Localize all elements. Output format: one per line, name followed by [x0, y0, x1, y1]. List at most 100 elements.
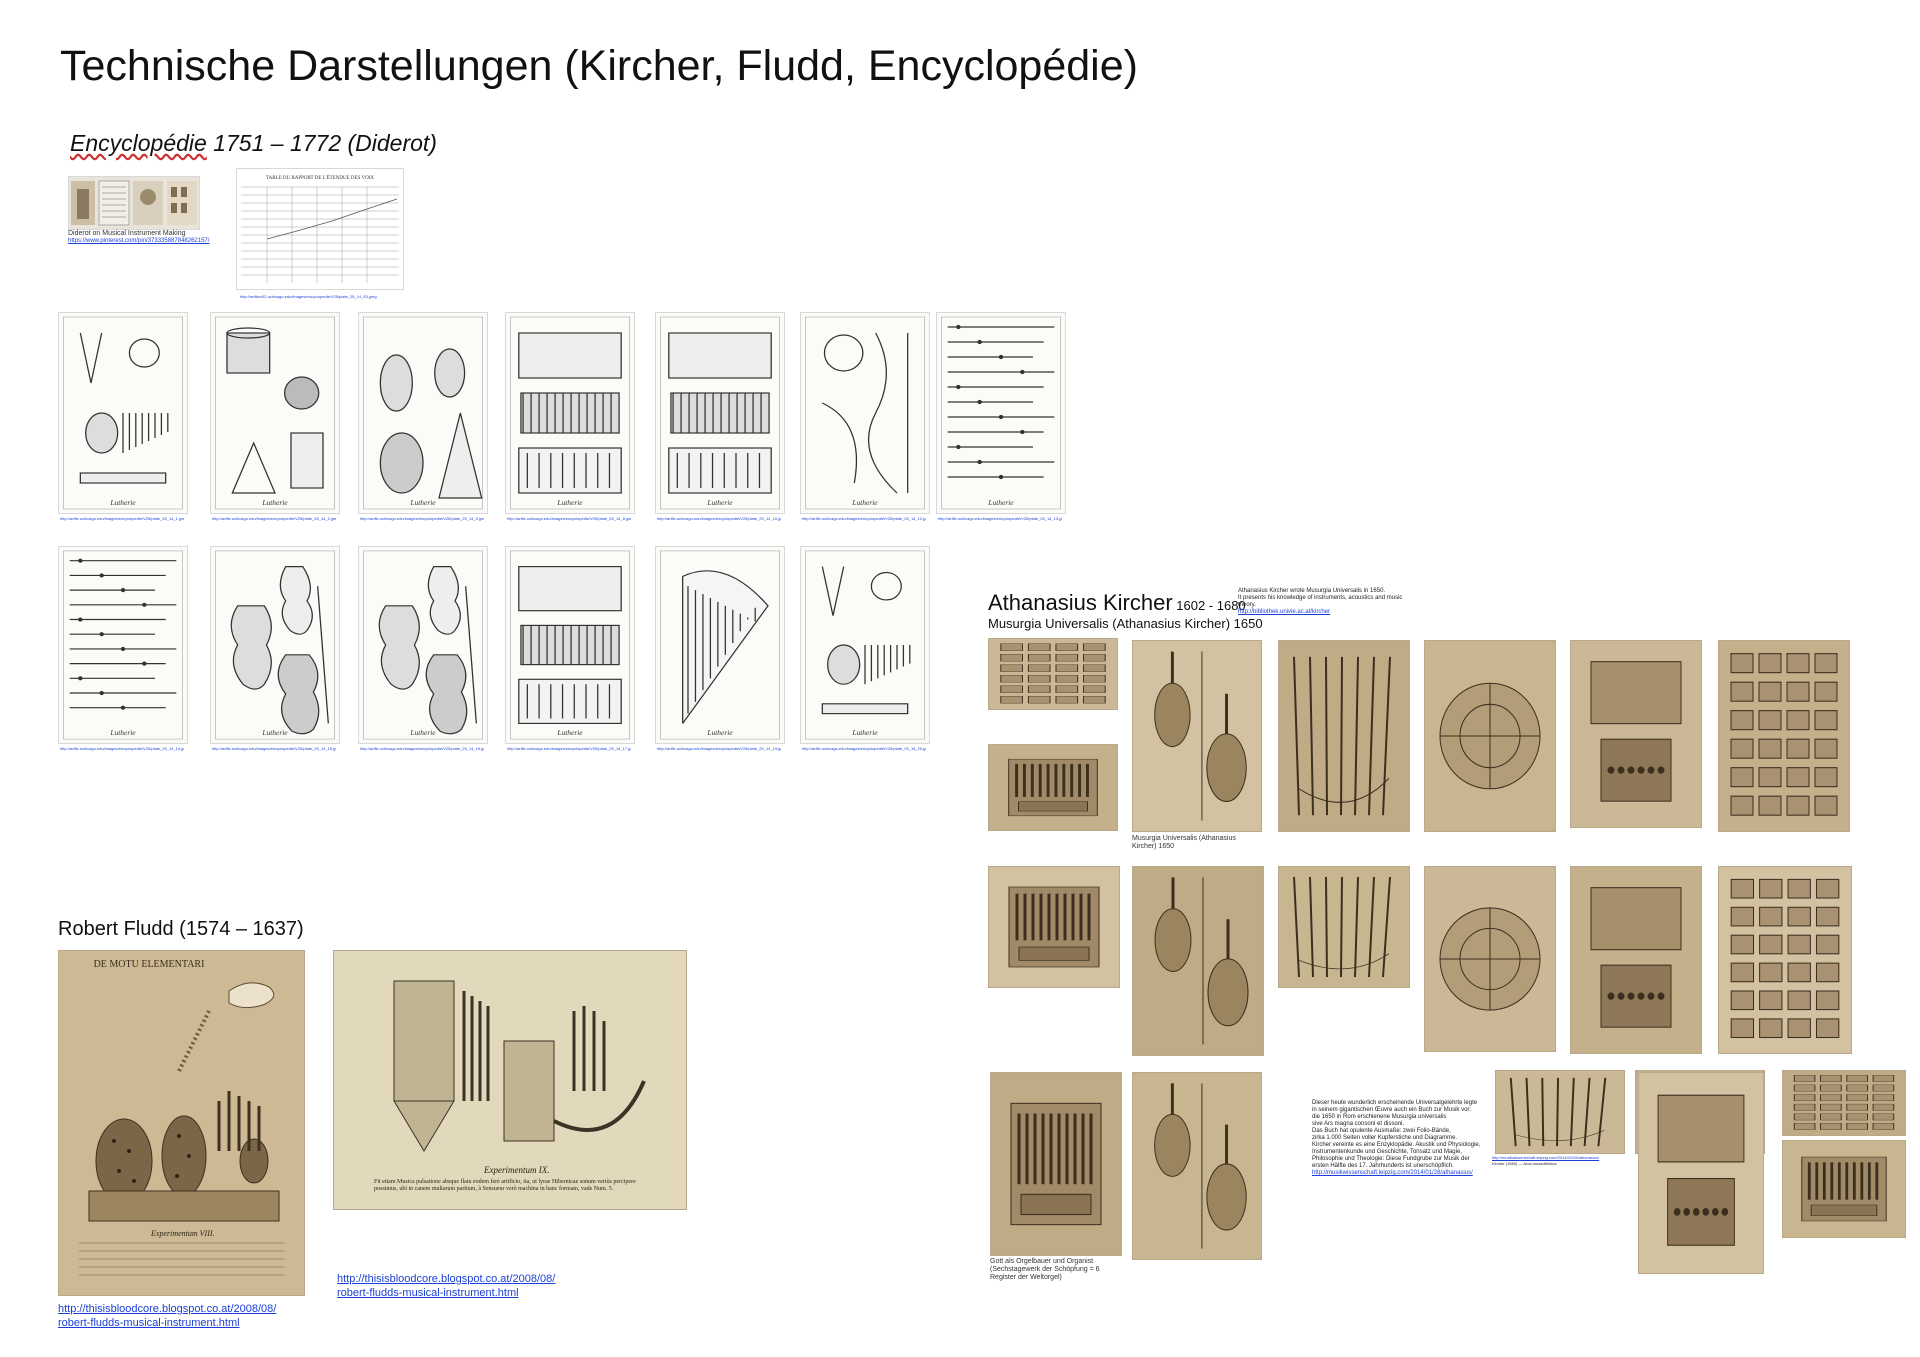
kircher-paragraph-line: Instrumentenkunde und Geschichte, Tonsat…: [1312, 1149, 1462, 1155]
kircher-plate[interactable]: [988, 744, 1118, 831]
encyclopedie-plate-link[interactable]: http://artflx.uchicago.edu/images/encycl…: [60, 516, 184, 521]
encyclopedie-plate-link[interactable]: http://artflx.uchicago.edu/images/encycl…: [212, 516, 336, 521]
kircher-plate[interactable]: [1424, 640, 1556, 832]
musurgia-caption: Musurgia Universalis (Athanasius Kircher…: [1132, 835, 1236, 850]
kircher-plate[interactable]: [1782, 1140, 1906, 1238]
kircher-plate[interactable]: [1278, 866, 1410, 988]
kircher-paragraph-line: sive Ars magna consoni et dissoni.: [1312, 1121, 1405, 1127]
encyclopedie-plate[interactable]: Lutherie: [358, 312, 488, 514]
kircher-plate[interactable]: [1570, 640, 1702, 828]
kircher-note-line1: Athanasius Kircher wrote Musurgia Univer…: [1238, 588, 1386, 594]
encyclopedie-plate-link[interactable]: http://artflx.uchicago.edu/images/encycl…: [360, 746, 484, 751]
page-title: Technische Darstellungen (Kircher, Fludd…: [60, 42, 1138, 90]
encyclopedie-plate[interactable]: Lutherie: [58, 312, 188, 514]
encyclopedie-plate[interactable]: Lutherie: [655, 312, 785, 514]
fludd-heading: Robert Fludd (1574 – 1637): [58, 918, 304, 940]
encyclopedie-plate[interactable]: Lutherie: [936, 312, 1066, 514]
svg-text:Lutherie: Lutherie: [851, 729, 878, 737]
svg-text:Lutherie: Lutherie: [556, 729, 583, 737]
encyclopedie-plate[interactable]: Lutherie: [210, 546, 340, 744]
kircher-plate[interactable]: [988, 866, 1120, 988]
kircher-paragraph-line: Philosophie und Theologie: Diese Fundgru…: [1312, 1156, 1470, 1162]
kircher-plate[interactable]: [1424, 866, 1556, 1052]
kircher-paragraph-line: zirka 1.000 Seiten voller Kupferstiche u…: [1312, 1135, 1458, 1141]
encyclopedie-plate[interactable]: Lutherie: [655, 546, 785, 744]
kircher-paragraph-line: Dieser heute wunderlich erscheinende Uni…: [1312, 1100, 1478, 1106]
encyclopedie-plate[interactable]: Lutherie: [800, 546, 930, 744]
kircher-paragraph-link[interactable]: http://musikwissenschaft.leipzig.com/201…: [1312, 1170, 1473, 1176]
encyclopedie-plate[interactable]: Lutherie: [505, 546, 635, 744]
encyclopedie-plate-link[interactable]: http://artflx.uchicago.edu/images/encycl…: [938, 516, 1062, 521]
encyclopedie-plate-link[interactable]: http://artflx.uchicago.edu/images/encycl…: [60, 746, 184, 751]
fludd-link-2-line2[interactable]: robert-fludds-musical-instrument.html: [337, 1287, 519, 1299]
encyclopedie-plate[interactable]: Lutherie: [505, 312, 635, 514]
encyclopedie-plate-link[interactable]: http://artflx.uchicago.edu/images/encycl…: [657, 516, 781, 521]
encyclopedie-heading-dates: 1751 – 1772 (Diderot): [206, 130, 437, 156]
fludd-plate-2-text: Fit etiam Musica pulsatione absque flatu…: [374, 1179, 636, 1192]
encyclopedie-plate[interactable]: Lutherie: [210, 312, 340, 514]
kircher-plate[interactable]: [1132, 866, 1264, 1056]
fludd-link-2[interactable]: http://thisisbloodcore.blogspot.co.at/20…: [337, 1272, 555, 1300]
kircher-plate[interactable]: [1638, 1072, 1764, 1274]
encyclopedie-plate-link[interactable]: http://artflx.uchicago.edu/images/encycl…: [360, 516, 484, 521]
svg-text:Lutherie: Lutherie: [409, 729, 436, 737]
table-link[interactable]: http://artflsrv02.uchicago.edu/images/en…: [240, 294, 377, 299]
kircher-plate[interactable]: [1278, 640, 1410, 832]
kircher-note-link[interactable]: http://bibliothek.univie.ac.at/kircher: [1238, 609, 1331, 615]
fludd-plate-1-header: DE MOTU ELEMENTARI: [94, 959, 205, 970]
encyclopedie-plate-link[interactable]: http://artflx.uchicago.edu/images/encycl…: [212, 746, 336, 751]
kircher-heading: Athanasius Kircher 1602 - 1680: [988, 590, 1246, 616]
kircher-paragraph-line: in seinem gigantischen Œuvre auch ein Bu…: [1312, 1107, 1472, 1113]
kircher-subtitle: Musurgia Universalis (Athanasius Kircher…: [988, 616, 1263, 631]
svg-text:Lutherie: Lutherie: [987, 499, 1014, 507]
fludd-link-1[interactable]: http://thisisbloodcore.blogspot.co.at/20…: [58, 1302, 276, 1330]
encyclopedie-plate-link[interactable]: http://artflx.uchicago.edu/images/encycl…: [507, 516, 631, 521]
fludd-plate-1[interactable]: DE MOTU ELEMENTARI Experimentum VIII.: [58, 950, 305, 1296]
svg-text:Lutherie: Lutherie: [261, 729, 288, 737]
encyclopedie-heading: Encyclopédie 1751 – 1772 (Diderot): [70, 130, 437, 157]
fludd-plate-2[interactable]: Experimentum IX. Fit etiam Musica pulsat…: [333, 950, 687, 1210]
kircher-plate[interactable]: [988, 638, 1118, 710]
kircher-note-line2: It presents his knowledge of instruments…: [1238, 595, 1403, 608]
svg-text:Lutherie: Lutherie: [851, 499, 878, 507]
fludd-link-2-line1[interactable]: http://thisisbloodcore.blogspot.co.at/20…: [337, 1273, 556, 1285]
kircher-plate[interactable]: [1718, 640, 1850, 832]
kircher-plate[interactable]: [1718, 866, 1852, 1054]
svg-text:TABLE DU RAPPORT DE L'ÉTENDUE: TABLE DU RAPPORT DE L'ÉTENDUE DES VOIX: [266, 175, 374, 181]
svg-text:Lutherie: Lutherie: [556, 499, 583, 507]
pinterest-link[interactable]: https://www.pinterest.com/pin/3733358878…: [68, 238, 210, 244]
svg-text:Lutherie: Lutherie: [109, 729, 136, 737]
fludd-link-1-line2[interactable]: robert-fludds-musical-instrument.html: [58, 1317, 240, 1329]
encyclopedie-plate-link[interactable]: http://artflx.uchicago.edu/images/encycl…: [657, 746, 781, 751]
kircher-paragraph-line: ersten Hälfte des 17. Jahrhunderts ist u…: [1312, 1163, 1454, 1169]
arca-caption: Kircher (1650) — Arca musarithmica: [1492, 1161, 1557, 1166]
pinterest-thumbnail[interactable]: [68, 176, 200, 230]
fludd-plate-1-caption: Experimentum VIII.: [150, 1229, 215, 1238]
arca-link[interactable]: http://musikwissenschaft.leipzig.com/201…: [1492, 1155, 1600, 1160]
encyclopedie-plate-link[interactable]: http://artflx.uchicago.edu/images/encycl…: [802, 746, 926, 751]
kircher-paragraph-line: Kircher vereinte es eine Enzyklopädie. A…: [1312, 1142, 1481, 1148]
fludd-link-1-line1[interactable]: http://thisisbloodcore.blogspot.co.at/20…: [58, 1303, 277, 1315]
encyclopedie-plate-link[interactable]: http://artflx.uchicago.edu/images/encycl…: [507, 746, 631, 751]
kircher-plate[interactable]: [1570, 866, 1702, 1054]
kircher-plate[interactable]: [990, 1072, 1122, 1256]
kircher-dates: 1602 - 1680: [1172, 598, 1246, 613]
encyclopedie-plate-link[interactable]: http://artflx.uchicago.edu/images/encycl…: [802, 516, 926, 521]
kircher-plate[interactable]: [1495, 1070, 1625, 1154]
encyclopedie-plate[interactable]: Lutherie: [358, 546, 488, 744]
svg-text:Lutherie: Lutherie: [261, 499, 288, 507]
kircher-plate[interactable]: [1132, 1072, 1262, 1260]
kircher-paragraph-line: Das Buch hat opulente Ausmaße: zwei Foli…: [1312, 1128, 1451, 1134]
encyclopedie-plate[interactable]: Lutherie: [58, 546, 188, 744]
encyclopedie-table-plate[interactable]: TABLE DU RAPPORT DE L'ÉTENDUE DES VOIX: [236, 168, 404, 290]
fludd-plate-2-caption: Experimentum IX.: [483, 1165, 549, 1175]
svg-text:Lutherie: Lutherie: [706, 729, 733, 737]
kircher-plate[interactable]: [1782, 1070, 1906, 1136]
kircher-plate[interactable]: [1132, 640, 1262, 832]
encyclopedie-heading-word: Encyclopédie: [70, 130, 207, 156]
svg-text:Lutherie: Lutherie: [409, 499, 436, 507]
svg-text:Lutherie: Lutherie: [109, 499, 136, 507]
encyclopedie-plate[interactable]: Lutherie: [800, 312, 930, 514]
svg-text:Lutherie: Lutherie: [706, 499, 733, 507]
kircher-note: Athanasius Kircher wrote Musurgia Univer…: [1238, 588, 1418, 616]
